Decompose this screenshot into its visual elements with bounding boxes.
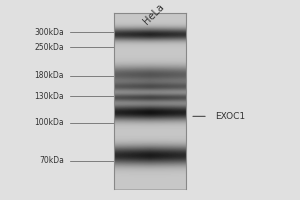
Text: 100kDa: 100kDa — [34, 118, 64, 127]
Bar — [114, 13, 186, 189]
Text: 250kDa: 250kDa — [34, 43, 64, 52]
Text: HeLa: HeLa — [141, 2, 166, 26]
Text: 300kDa: 300kDa — [34, 28, 64, 37]
Text: 180kDa: 180kDa — [34, 71, 64, 80]
Text: EXOC1: EXOC1 — [215, 112, 245, 121]
Text: 130kDa: 130kDa — [34, 92, 64, 101]
Text: 70kDa: 70kDa — [39, 156, 64, 165]
